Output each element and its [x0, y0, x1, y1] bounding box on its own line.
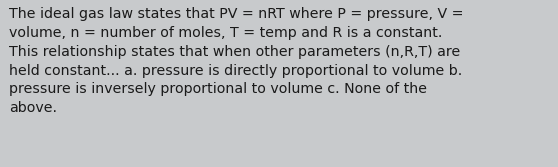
Text: The ideal gas law states that PV = nRT where P = pressure, V =
volume, n = numbe: The ideal gas law states that PV = nRT w… [9, 7, 464, 115]
